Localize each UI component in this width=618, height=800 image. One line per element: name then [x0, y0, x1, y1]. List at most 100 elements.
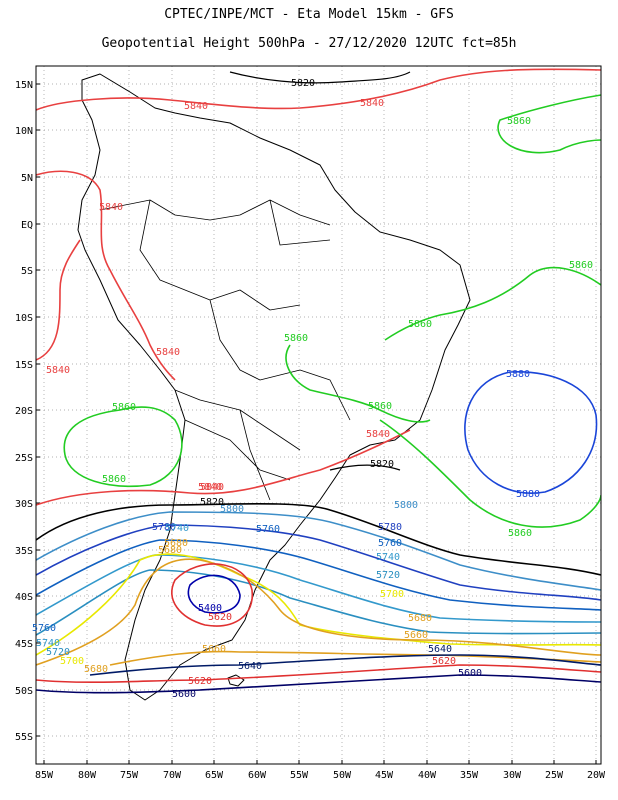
map-frame: [35, 65, 602, 765]
contour-label: 5860: [102, 474, 126, 485]
contour-label: 5780: [378, 522, 402, 533]
lon-tick-label: 60W: [248, 770, 267, 781]
contour-label: 5740: [376, 552, 400, 563]
lon-tick-label: 20W: [587, 770, 606, 781]
contour-label: 5660: [202, 644, 226, 655]
lon-tick-label: 40W: [418, 770, 437, 781]
contour-5820: [36, 502, 601, 576]
contour-5680: [36, 558, 601, 666]
contour-label: 5820: [200, 497, 224, 508]
contour-5860-loop: [63, 406, 183, 488]
contour-label: 5740: [165, 523, 189, 534]
contour-5840-west: [36, 239, 81, 361]
south-america-coastline: [77, 73, 471, 701]
contour-label: 5860: [408, 319, 432, 330]
contour-label: 5660: [404, 630, 428, 641]
lon-tick-label: 55W: [290, 770, 309, 781]
contour-label: 5620: [208, 612, 232, 623]
contour-label: 5860: [508, 528, 532, 539]
lat-tick-label: 25S: [15, 453, 33, 464]
contour-label: 5720: [376, 570, 400, 581]
contour-5400-low: [187, 574, 241, 614]
map-title: CPTEC/INPE/MCT - Eta Model 15km - GFS: [164, 7, 454, 22]
contour-label: 5700: [380, 589, 404, 600]
lat-tick-label: 35S: [15, 546, 33, 557]
contour-label: 5840: [200, 482, 224, 493]
lat-tick-label: 10S: [15, 313, 33, 324]
lon-tick-label: 80W: [78, 770, 97, 781]
lon-tick-label: 35W: [460, 770, 479, 781]
contour-5820-mid: [329, 464, 401, 471]
contour-5860-brazil: [285, 344, 431, 423]
contour-5780: [36, 524, 601, 601]
contour-5840-north: [36, 68, 601, 111]
contour-5840-andes: [36, 170, 176, 381]
lon-tick-label: 50W: [333, 770, 352, 781]
contour-label: 5680: [408, 613, 432, 624]
contour-label: 5880: [506, 369, 530, 380]
lat-tick-label: 15N: [15, 80, 33, 91]
lon-tick-label: 45W: [375, 770, 394, 781]
map-subtitle: Geopotential Height 500hPa - 27/12/2020 …: [101, 36, 517, 51]
contour-label: 5800: [220, 504, 244, 515]
contour-label: 5760: [378, 538, 402, 549]
lat-tick-label: 20S: [15, 406, 33, 417]
country-borders: [99, 199, 351, 501]
contour-5640: [89, 654, 601, 676]
lon-tick-label: 75W: [120, 770, 139, 781]
contour-labels: 5820 5840 5840 5860 5840 5860 5840 5860 5840 5840…: [32, 78, 593, 700]
contour-5620-low: [171, 563, 253, 627]
lat-lon-grid: [36, 66, 601, 764]
contour-label: 5860: [507, 116, 531, 127]
contour-label: 5800: [394, 500, 418, 511]
contour-label: 5860: [284, 333, 308, 344]
contour-label: 5680: [158, 545, 182, 556]
contour-label: 5400: [198, 603, 222, 614]
contour-label: 5680: [84, 664, 108, 675]
contour-5840-south: [36, 429, 411, 506]
contour-label: 5720: [46, 647, 70, 658]
contour-5720: [36, 569, 601, 636]
contour-label: 5840: [99, 202, 123, 213]
contour-label: 5860: [112, 402, 136, 413]
contour-5700: [36, 553, 601, 656]
lat-tick-label: 5N: [21, 173, 33, 184]
contour-label: 5760: [256, 524, 280, 535]
contour-label: 5820: [291, 78, 315, 89]
contour-label: 5860: [569, 260, 593, 271]
contour-5620: [36, 664, 601, 684]
lat-tick-label: 50S: [15, 686, 33, 697]
contour-5800: [36, 511, 601, 591]
contour-5820-north: [229, 71, 411, 84]
lat-tick-label: 40S: [15, 592, 33, 603]
lat-tick-label: 45S: [15, 639, 33, 650]
lon-tick-label: 25W: [545, 770, 564, 781]
contour-5600: [36, 674, 601, 694]
contour-5760: [36, 539, 601, 611]
falkland-islands: [227, 674, 245, 687]
contour-label: 5840: [360, 98, 384, 109]
contour-5860-sw: [379, 419, 601, 528]
lon-tick-label: 70W: [163, 770, 182, 781]
contour-label: 5840: [198, 482, 222, 493]
contour-label: 5640: [238, 661, 262, 672]
contour-5880-high: [464, 371, 598, 494]
contour-label: 5860: [368, 401, 392, 412]
lat-tick-label: 30S: [15, 499, 33, 510]
contour-label: 5620: [432, 656, 456, 667]
contour-label: 5620: [188, 676, 212, 687]
contour-label: 5880: [516, 489, 540, 500]
contour-label: 5600: [458, 668, 482, 679]
contour-label: 5700: [60, 656, 84, 667]
contour-5740: [36, 554, 601, 623]
lat-tick-label: 15S: [15, 360, 33, 371]
contour-5860-ne: [497, 94, 601, 154]
contour-label: 5760: [32, 623, 56, 634]
lat-tick-label: EQ: [21, 220, 33, 231]
contour-label: 5600: [172, 689, 196, 700]
lon-tick-label: 85W: [35, 770, 54, 781]
contour-label: 5740: [36, 638, 60, 649]
lat-tick-label: 55S: [15, 732, 33, 743]
lon-tick-label: 30W: [503, 770, 522, 781]
contour-label: 5840: [184, 101, 208, 112]
